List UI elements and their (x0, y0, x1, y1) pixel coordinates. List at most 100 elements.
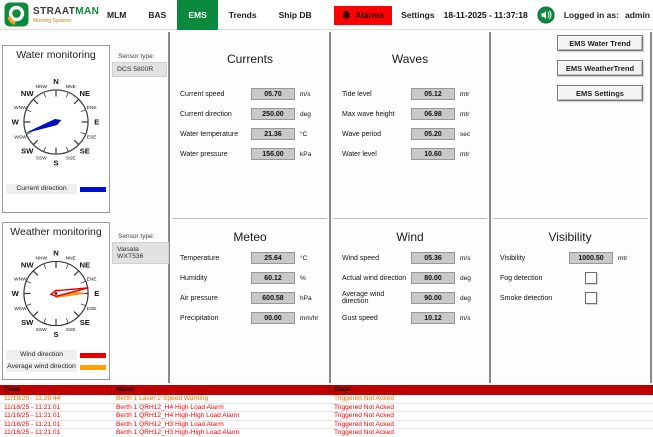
svg-text:SSW: SSW (36, 327, 47, 333)
legend-swatch-average-wind (80, 364, 106, 370)
nav-item-bas[interactable]: BAS (148, 10, 167, 20)
svg-text:NE: NE (79, 89, 90, 98)
max-wave-height-value: 06.98 (411, 108, 455, 120)
ems-weather-trend-button[interactable]: EMS WeatherTrend (557, 60, 643, 76)
nav-item-ems[interactable]: EMS (177, 0, 218, 30)
tide-level-value: 05.12 (411, 88, 455, 100)
svg-text:W: W (12, 289, 20, 298)
svg-text:WSW: WSW (14, 135, 27, 141)
currents-rows: Current speed 05.70 m/s Current directio… (180, 84, 326, 164)
wind-row-average-direction: Average wind direction 90.00 deg (342, 291, 471, 305)
divider-horizontal-2 (333, 218, 487, 219)
water-compass-legend: Current direction (3, 183, 109, 198)
currents-row-water-pressure: Water pressure 156.00 kPa (180, 144, 326, 164)
visibility-row-smoke-detection: Smoke detection (500, 288, 644, 308)
meteo-row-humidity: Humidity 60.12 % (180, 268, 326, 288)
svg-text:ENE: ENE (87, 277, 98, 283)
meteo-title: Meteo (233, 230, 267, 244)
water-temperature-value: 21.36 (251, 128, 295, 140)
divider-vertical-4 (650, 32, 652, 383)
straatman-logo-icon (4, 2, 29, 27)
water-level-value: 10.60 (411, 148, 455, 160)
alarms-button[interactable]: Alarms (334, 5, 393, 25)
water-sensor-type-label: Sensor type: (118, 53, 155, 60)
humidity-value: 60.12 (251, 272, 295, 284)
temperature-value: 25.64 (251, 252, 295, 264)
main-nav: MLM BAS EMS Trends Ship DB (96, 0, 323, 30)
divider-vertical-1 (168, 32, 170, 383)
svg-text:SE: SE (80, 318, 90, 327)
svg-text:NNW: NNW (35, 256, 47, 262)
svg-text:E: E (94, 118, 99, 127)
currents-row-speed: Current speed 05.70 m/s (180, 84, 326, 104)
current-direction-value: 250.00 (251, 108, 295, 120)
water-monitoring-title: Water monitoring (16, 49, 96, 61)
wind-direction-needle (49, 287, 89, 297)
straatman-logo: STRAATMAN Mooring Systems (4, 2, 99, 27)
alarm-row-5[interactable]: 11/18/25 - 11:21:01 Berth 1 QRH12_H3 Hig… (0, 429, 653, 437)
alarm-row-3[interactable]: 11/18/25 - 11:21:01 Berth 1 QRH12_H4 Hig… (0, 412, 653, 421)
meteo-rows: Temperature 25.64 °C Humidity 60.12 % Ai… (180, 248, 326, 328)
gust-speed-value: 10.12 (411, 312, 455, 324)
bell-icon (342, 10, 351, 20)
divider-horizontal-3 (493, 218, 648, 219)
brand-name: STRAATMAN (33, 5, 100, 17)
currents-row-water-temperature: Water temperature 21.36 °C (180, 124, 326, 144)
water-pressure-value: 156.00 (251, 148, 295, 160)
waves-row-max-wave-height: Max wave height 06.98 mtr (342, 104, 486, 124)
datetime-display: 18-11-2025 - 11:37:18 (443, 10, 528, 20)
svg-text:N: N (53, 77, 59, 86)
precipitation-value: 00.00 (251, 312, 295, 324)
air-pressure-value: 600.58 (251, 292, 295, 304)
svg-text:NW: NW (21, 89, 34, 98)
nav-item-mlm[interactable]: MLM (107, 10, 127, 20)
svg-text:ESE: ESE (87, 306, 97, 312)
svg-text:NNE: NNE (66, 84, 77, 90)
alarm-table: Time Name State 11/18/25 - 11:29:44 Bert… (0, 385, 653, 437)
svg-text:NNW: NNW (35, 84, 47, 90)
average-wind-direction-value: 90.00 (411, 292, 455, 304)
water-monitoring-panel: Water monitoring N NNE NE ENE E ESE SE SSE S SSW S… (2, 45, 110, 213)
water-sensor-type-value: DCS 5800R (112, 62, 167, 77)
svg-text:NNE: NNE (66, 256, 77, 262)
svg-text:SSE: SSE (66, 155, 76, 161)
username: admin (624, 10, 650, 20)
visibility-row-value: Visibility 1000.50 mtr (500, 248, 644, 268)
svg-text:SSE: SSE (66, 327, 76, 333)
currents-title: Currents (226, 52, 273, 66)
wind-title: Wind (396, 230, 424, 244)
smoke-detection-checkbox[interactable] (585, 292, 597, 304)
settings-link[interactable]: Settings (401, 10, 435, 20)
ems-settings-button[interactable]: EMS Settings (557, 85, 643, 101)
svg-text:SE: SE (80, 146, 90, 155)
fog-detection-checkbox[interactable] (585, 272, 597, 284)
logged-in-label: Logged in as: (563, 10, 619, 20)
visibility-value: 1000.50 (569, 252, 613, 264)
currents-row-direction: Current direction 250.00 deg (180, 104, 326, 124)
alarm-col-state: State (330, 385, 653, 395)
wind-row-speed: Wind speed 05.36 m/s (342, 248, 486, 268)
waves-row-wave-period: Wave period 05.20 sec (342, 124, 486, 144)
alarm-row-4[interactable]: 11/18/25 - 11:21:01 Berth 1 QRH12_H3 Hig… (0, 420, 653, 429)
nav-item-trends[interactable]: Trends (228, 10, 257, 20)
alarm-row-1[interactable]: 11/18/25 - 11:29:44 Berth 1 Laser 2 Spee… (0, 395, 653, 404)
speaker-icon[interactable] (537, 6, 555, 24)
meteo-row-air-pressure: Air pressure 600.58 hPa (180, 288, 326, 308)
divider-vertical-3 (489, 32, 491, 383)
svg-text:N: N (53, 248, 59, 257)
weather-monitoring-panel: Weather monitoring N NNE NE ENE E ESE SE SSE S SS… (2, 222, 110, 380)
waves-title: Waves (391, 52, 429, 66)
visibility-rows: Visibility 1000.50 mtr Fog detection Smo… (500, 248, 644, 308)
svg-text:ENE: ENE (87, 105, 98, 111)
nav-item-shipdb[interactable]: Ship DB (278, 10, 312, 20)
alarm-col-name: Name (112, 385, 330, 395)
ems-water-trend-button[interactable]: EMS Water Trend (557, 35, 643, 51)
meteo-row-precipitation: Precipitation 00.00 mm/hr (180, 308, 326, 328)
divider-vertical-2 (329, 32, 331, 383)
svg-text:WSW: WSW (14, 306, 27, 312)
svg-text:WNW: WNW (14, 105, 27, 111)
alarm-row-2[interactable]: 11/18/25 - 11:21:01 Berth 1 QRH12_H4 Hig… (0, 403, 653, 412)
svg-text:E: E (94, 289, 99, 298)
